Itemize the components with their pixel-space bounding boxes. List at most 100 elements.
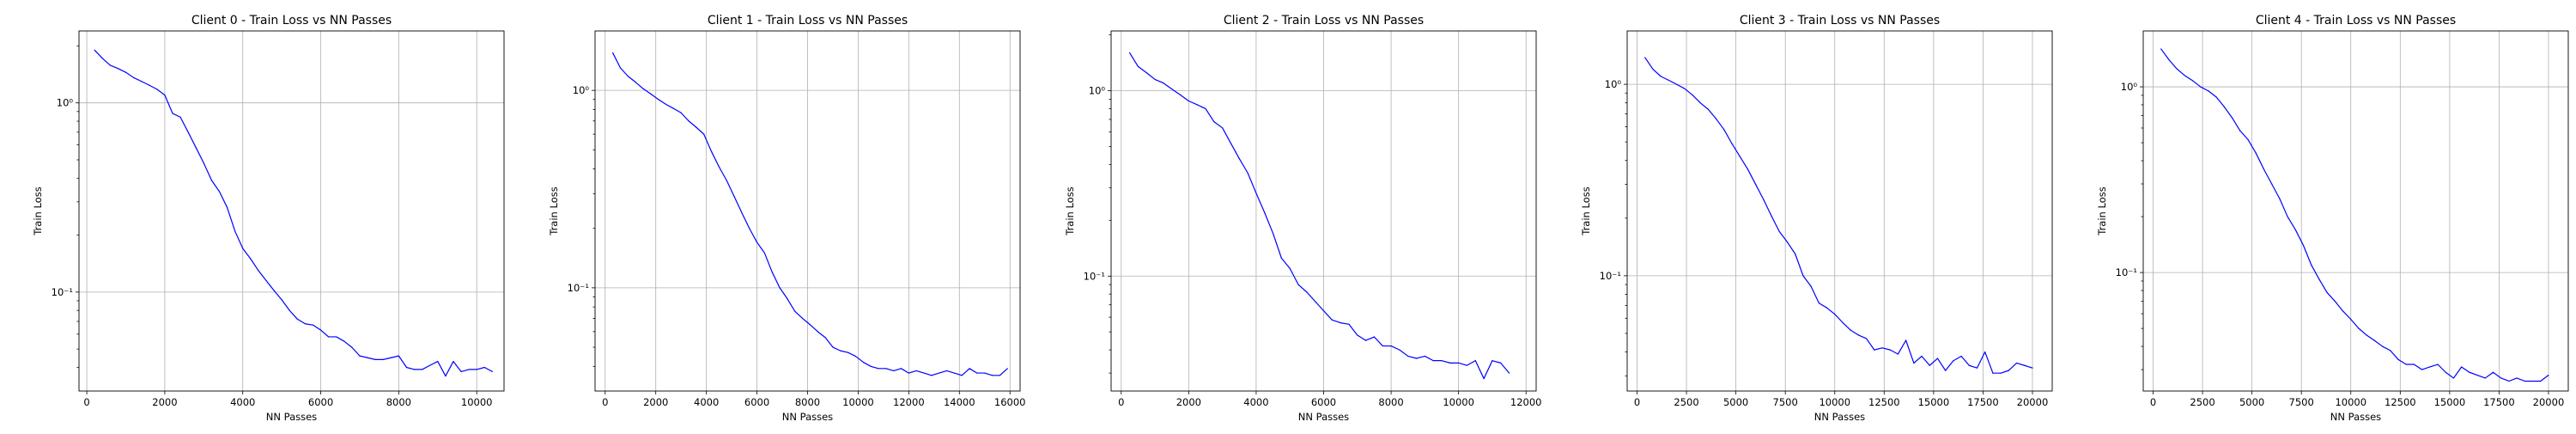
data-point: [931, 375, 933, 376]
data-point: [2508, 380, 2510, 382]
data-point: [2215, 96, 2217, 98]
x-tick-label: 15000: [2434, 396, 2466, 408]
data-point: [1441, 360, 1443, 362]
data-point: [2531, 380, 2534, 382]
x-tick-label: 0: [1634, 396, 1640, 408]
data-point: [1390, 345, 1392, 347]
x-tick-label: 0: [2150, 396, 2156, 408]
data-point: [1230, 143, 1232, 144]
x-axis-label: NN Passes: [782, 411, 833, 423]
data-point: [413, 369, 416, 370]
data-point: [1707, 108, 1709, 110]
y-tick-label: 10⁻¹: [52, 286, 73, 298]
data-point: [483, 366, 485, 369]
data-point: [741, 211, 743, 214]
data-point: [141, 81, 143, 83]
data-point: [2318, 278, 2320, 280]
data-point: [2484, 377, 2486, 379]
data-point: [703, 133, 705, 135]
data-point: [1668, 79, 1669, 81]
x-tick-label: 10000: [842, 396, 874, 408]
chart-panel-2: 0 2000 4000 6000 8000 10000 12000 10⁻¹ 10⁰ Client…: [1064, 14, 1542, 423]
data-point: [2421, 369, 2423, 370]
data-point: [1826, 307, 1828, 309]
data-point: [915, 370, 917, 372]
data-point: [1348, 323, 1350, 325]
x-tick-label: 8000: [1378, 396, 1403, 408]
data-point: [1699, 102, 1701, 104]
data-point: [2445, 371, 2446, 373]
x-tick-label: 2000: [643, 396, 668, 408]
data-point: [1322, 310, 1325, 312]
x-tick-label: 7500: [1773, 396, 1798, 408]
data-point: [763, 252, 766, 254]
data-point: [343, 340, 345, 342]
data-point: [265, 279, 267, 282]
x-tick-label: 15000: [1918, 396, 1950, 408]
data-point: [491, 370, 493, 372]
data-point: [779, 287, 781, 289]
y-tick-label: 10⁻¹: [1084, 270, 1105, 282]
data-point: [832, 346, 834, 348]
chart-panel-1: 0 2000 4000 6000 8000 10000 12000 14000 16000 10⁻…: [548, 14, 1026, 423]
data-point: [1834, 313, 1836, 315]
data-point: [862, 361, 864, 364]
data-point: [1881, 347, 1883, 349]
data-point: [893, 370, 895, 372]
data-point: [1747, 168, 1749, 170]
x-tick-label: 6000: [744, 396, 769, 408]
data-point: [2247, 138, 2249, 140]
x-tick-label: 10000: [1819, 396, 1850, 408]
x-tick-label: 2500: [1674, 396, 1698, 408]
data-point: [688, 120, 690, 122]
x-tick-label: 2000: [152, 396, 177, 408]
data-point: [179, 116, 181, 118]
series-line: [1129, 52, 1510, 380]
data-point: [619, 67, 622, 69]
chart-title: Client 1 - Train Loss vs NN Passes: [708, 14, 908, 28]
data-point: [2024, 364, 2026, 366]
axes-frame: [1626, 30, 2053, 392]
x-tick-label: 4000: [1243, 396, 1268, 408]
x-tick-label: 16000: [994, 396, 1026, 408]
series-line: [2160, 48, 2549, 382]
data-point: [1778, 230, 1780, 233]
data-point: [374, 358, 376, 360]
data-point: [250, 258, 252, 260]
axes-frame: [2142, 30, 2569, 392]
series-line: [94, 49, 493, 377]
x-tick-label: 0: [602, 396, 608, 408]
data-point: [1810, 285, 1812, 287]
data-point: [2476, 374, 2478, 376]
data-point: [991, 375, 993, 376]
y-tick-label: 10⁰: [1605, 78, 1622, 90]
data-point: [1129, 52, 1131, 54]
data-point: [2294, 229, 2296, 230]
x-axis-label: NN Passes: [266, 411, 317, 423]
x-tick-label: 8000: [795, 396, 820, 408]
data-point: [658, 99, 659, 101]
x-tick-label: 14000: [944, 396, 975, 408]
data-point: [1842, 321, 1844, 323]
data-point: [1968, 364, 1970, 366]
x-tick-label: 17500: [2483, 396, 2515, 408]
data-point: [2302, 244, 2305, 247]
data-point: [2168, 58, 2170, 61]
x-tick-label: 20000: [2533, 396, 2565, 408]
data-point: [961, 375, 963, 376]
x-tick-label: 7500: [2289, 396, 2314, 408]
data-point: [635, 82, 636, 83]
data-point: [854, 355, 857, 358]
data-point: [1644, 57, 1646, 58]
data-point: [1652, 68, 1654, 70]
data-point: [2334, 300, 2336, 303]
data-point: [2373, 339, 2375, 341]
data-point: [1449, 362, 1451, 364]
data-point: [195, 147, 197, 149]
x-tick-label: 5000: [2239, 396, 2264, 408]
data-point: [1960, 355, 1962, 358]
data-point: [1850, 329, 1851, 331]
data-point: [2548, 374, 2549, 376]
data-point: [2263, 168, 2265, 170]
data-point: [710, 150, 713, 152]
